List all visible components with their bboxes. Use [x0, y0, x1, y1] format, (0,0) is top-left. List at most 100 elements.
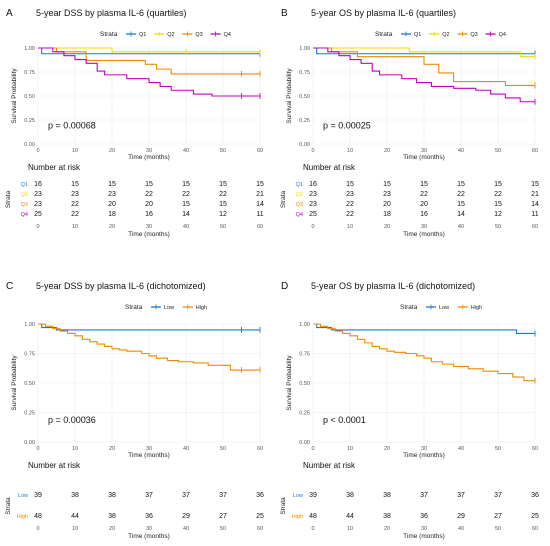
- x-tick-label: 10: [347, 148, 353, 154]
- risk-value: 22: [71, 201, 79, 208]
- survival-curve-high: [38, 323, 260, 371]
- risk-row-label: Low: [293, 493, 303, 499]
- risk-value: 14: [182, 211, 190, 218]
- x-tick-label: 10: [72, 148, 78, 154]
- risk-value: 21: [531, 191, 539, 198]
- risk-x-tick-label: 50: [220, 526, 226, 532]
- y-axis-label: Survival Probability: [286, 68, 293, 124]
- panel-C: C 5-year DSS by plasma IL-6 (dichotomized…: [5, 281, 264, 540]
- risk-x-tick-label: 40: [183, 224, 189, 230]
- panel-letter: A: [6, 8, 13, 19]
- risk-value: 16: [309, 181, 317, 188]
- risk-value: 15: [219, 201, 227, 208]
- y-tick-label: 0.50: [24, 381, 35, 387]
- risk-table-title: Number at risk: [303, 163, 356, 172]
- risk-x-axis-label: Time (months): [403, 533, 445, 540]
- risk-value: 15: [182, 181, 190, 188]
- x-axis-label: Time (months): [128, 452, 170, 459]
- risk-value: 37: [420, 492, 428, 499]
- y-tick-label: 1.00: [299, 322, 310, 328]
- x-tick-label: 0: [311, 148, 314, 154]
- risk-value: 23: [34, 191, 42, 198]
- y-tick-label: 0.75: [299, 70, 310, 76]
- y-tick-label: 0.25: [299, 411, 310, 417]
- x-axis-label: Time (months): [403, 154, 445, 161]
- legend-item: Low: [164, 305, 174, 311]
- risk-value: 37: [457, 492, 465, 499]
- panel-B: B 5-year OS by plasma IL-6 (quartiles) Str…: [280, 8, 539, 238]
- risk-value: 12: [219, 211, 227, 218]
- legend-item: Q1: [139, 32, 146, 38]
- y-tick-label: 0.75: [24, 70, 35, 76]
- risk-value: 21: [256, 191, 264, 198]
- x-tick-label: 50: [220, 446, 226, 452]
- y-tick-label: 0.00: [24, 440, 35, 446]
- risk-value: 15: [346, 181, 354, 188]
- risk-x-tick-label: 0: [36, 526, 39, 532]
- risk-value: 44: [71, 513, 79, 520]
- risk-x-tick-label: 20: [384, 224, 390, 230]
- panel-D: D 5-year OS by plasma IL-6 (dichotomized)…: [280, 281, 539, 540]
- risk-value: 15: [219, 181, 227, 188]
- risk-x-tick-label: 30: [421, 224, 427, 230]
- legend-item: Q3: [195, 32, 202, 38]
- risk-value: 16: [145, 211, 153, 218]
- risk-row-label: Q1: [296, 182, 303, 188]
- risk-row-label: Q4: [21, 212, 28, 218]
- risk-table-ylabel: Strata: [280, 190, 287, 208]
- risk-value: 23: [346, 191, 354, 198]
- risk-table-ylabel: Strata: [5, 190, 12, 208]
- risk-table-title: Number at risk: [28, 163, 81, 172]
- risk-value: 38: [108, 513, 116, 520]
- risk-value: 36: [145, 513, 153, 520]
- risk-x-tick-label: 20: [384, 526, 390, 532]
- risk-value: 20: [145, 201, 153, 208]
- risk-value: 20: [420, 201, 428, 208]
- risk-x-tick-label: 10: [72, 526, 78, 532]
- p-value: p = 0.00025: [323, 121, 371, 131]
- risk-x-tick-label: 50: [495, 526, 501, 532]
- x-tick-label: 20: [384, 148, 390, 154]
- risk-value: 48: [34, 513, 42, 520]
- risk-x-tick-label: 0: [311, 526, 314, 532]
- panel-title: 5-year OS by plasma IL-6 (dichotomized): [311, 281, 475, 291]
- y-tick-label: 0.25: [299, 118, 310, 124]
- y-tick-label: 0.25: [24, 118, 35, 124]
- panel-title: 5-year DSS by plasma IL-6 (quartiles): [36, 8, 187, 18]
- risk-value: 11: [531, 211, 538, 218]
- risk-value: 22: [71, 211, 79, 218]
- risk-value: 39: [34, 492, 42, 499]
- risk-value: 37: [182, 492, 190, 499]
- risk-value: 15: [494, 201, 502, 208]
- x-tick-label: 20: [109, 148, 115, 154]
- risk-value: 38: [383, 513, 391, 520]
- panel-title: 5-year OS by plasma IL-6 (quartiles): [311, 8, 456, 18]
- legend-item: Q1: [414, 32, 421, 38]
- legend-title: Strata: [375, 31, 393, 38]
- risk-value: 15: [145, 181, 153, 188]
- risk-value: 39: [309, 492, 317, 499]
- x-tick-label: 0: [311, 446, 314, 452]
- legend-item: Q3: [470, 32, 477, 38]
- y-tick-label: 0.75: [24, 352, 35, 358]
- y-tick-label: 1.00: [299, 46, 310, 52]
- risk-row-label: Q1: [21, 182, 28, 188]
- x-tick-label: 60: [532, 148, 538, 154]
- risk-x-tick-label: 30: [421, 526, 427, 532]
- risk-x-tick-label: 30: [146, 526, 152, 532]
- risk-value: 25: [256, 513, 264, 520]
- legend-title: Strata: [125, 304, 143, 311]
- risk-x-tick-label: 40: [458, 526, 464, 532]
- panel-letter: C: [6, 281, 13, 292]
- risk-value: 15: [108, 181, 116, 188]
- risk-value: 29: [182, 513, 190, 520]
- risk-x-tick-label: 40: [458, 224, 464, 230]
- p-value: p = 0.00036: [48, 415, 96, 425]
- x-tick-label: 20: [384, 446, 390, 452]
- y-tick-label: 0.00: [299, 440, 310, 446]
- risk-row-label: Q3: [296, 202, 303, 208]
- risk-row-label: Q2: [296, 192, 303, 198]
- p-value: p < 0.0001: [323, 415, 366, 425]
- risk-value: 36: [420, 513, 428, 520]
- risk-x-tick-label: 20: [109, 526, 115, 532]
